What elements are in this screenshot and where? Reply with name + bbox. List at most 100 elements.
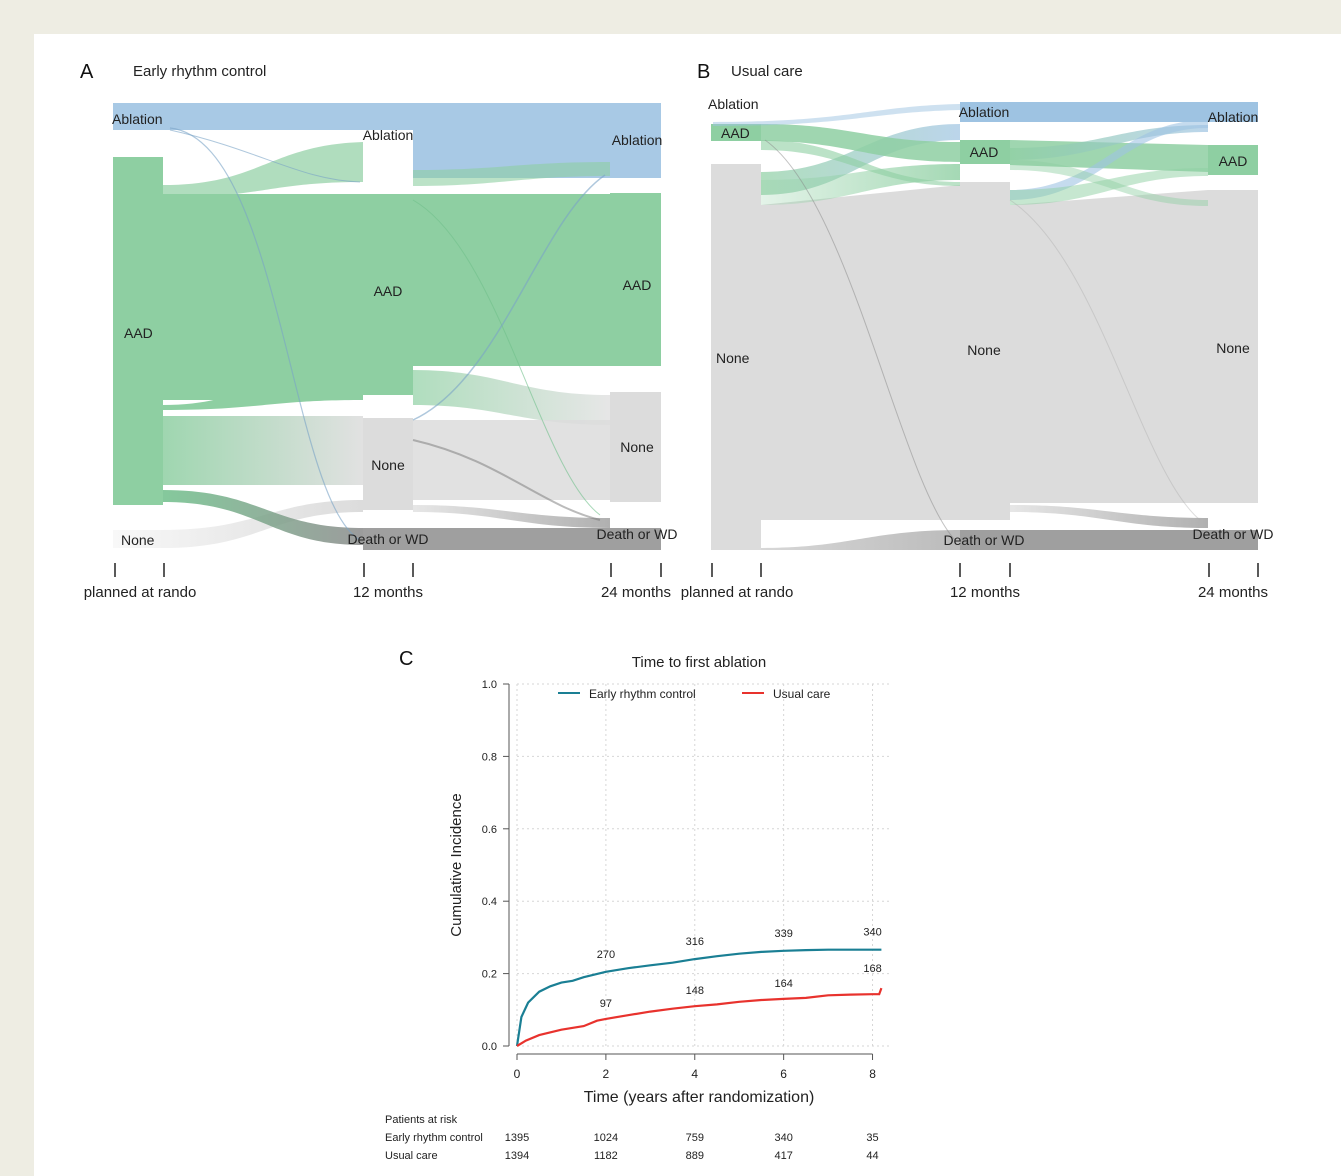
label-a-aad-0: AAD xyxy=(124,325,153,341)
label-b-death-12: Death or WD xyxy=(944,532,1025,548)
flow-a-aad-aad xyxy=(113,157,661,505)
risk-cell-0-4: 35 xyxy=(866,1132,878,1144)
sankey-b-ticks xyxy=(711,563,1259,577)
label-a-aad-24: AAD xyxy=(623,277,652,293)
flow-b-ablation-ablation-24 xyxy=(1010,102,1208,122)
label-a-none-0: None xyxy=(121,532,155,548)
tick-a-rando: planned at rando xyxy=(84,584,197,601)
label-b-aad-24: AAD xyxy=(1219,153,1248,169)
data-label-0-2: 339 xyxy=(774,928,792,940)
risk-cell-0-1: 1024 xyxy=(594,1132,618,1144)
node-b-aad-24 xyxy=(1208,145,1258,175)
risk-table-cells: 1395 1024 759 340 35 1394 1182 889 417 44 xyxy=(505,1132,879,1162)
line-panel-c: C Time to first ablation 0.0 0.2 0.4 0.6 0.8… xyxy=(399,648,890,1106)
flow-a-aad-none-24 xyxy=(413,370,610,425)
node-a-none-24 xyxy=(610,392,661,502)
series-line-1 xyxy=(516,987,883,1047)
xtick-label-1: 2 xyxy=(603,1067,610,1081)
label-a-none-24: None xyxy=(620,439,654,455)
legend-label-uc: Usual care xyxy=(773,687,831,701)
flow-a-thin-3 xyxy=(412,199,601,516)
flow-a-thin-2 xyxy=(169,129,361,183)
risk-cell-0-3: 340 xyxy=(774,1132,792,1144)
tick-a-12m: 12 months xyxy=(353,584,423,601)
data-label-0-0: 270 xyxy=(597,949,615,961)
risk-row-label-uc: Usual care xyxy=(385,1150,438,1162)
flow-b-none-ablation-24 xyxy=(1010,120,1208,200)
node-a-death xyxy=(363,528,661,550)
risk-cell-1-4: 44 xyxy=(866,1150,878,1162)
panel-b-title: Usual care xyxy=(731,63,803,80)
sankey-a-ticks xyxy=(114,563,662,577)
label-a-aad-12: AAD xyxy=(374,283,403,299)
xtick-label-4: 8 xyxy=(869,1067,876,1081)
data-label-0-1: 316 xyxy=(686,936,704,948)
flow-b-none-none-24 xyxy=(1010,190,1208,503)
tick-b-rando: planned at rando xyxy=(681,584,794,601)
label-a-ablation-24: Ablation xyxy=(612,132,663,148)
label-a-death-12: Death or WD xyxy=(348,531,429,547)
label-a-death-24: Death or WD xyxy=(597,526,678,542)
data-label-1-2: 164 xyxy=(774,978,792,990)
flow-b-aad-aad xyxy=(761,124,960,162)
chart-c-ylabel: Cumulative Incidence xyxy=(448,793,465,936)
flow-b-thin-2 xyxy=(1009,199,1201,521)
data-label-1-3: 168 xyxy=(863,963,881,975)
chart-c-plot-area: 0.0 0.2 0.4 0.6 0.8 1.0 0 2 4 6 8 270 316 339 340 97 148… xyxy=(482,679,890,1081)
flow-a-aad-aad-24 xyxy=(413,194,661,366)
tick-b-24m: 24 months xyxy=(1198,584,1268,601)
label-b-ablation-24: Ablation xyxy=(1208,109,1259,125)
data-label-1-1: 148 xyxy=(686,985,704,997)
xtick-label-2: 4 xyxy=(691,1067,698,1081)
node-b-aad-0 xyxy=(711,124,761,141)
label-a-ablation-0: Ablation xyxy=(112,111,163,127)
label-b-ablation-0: Ablation xyxy=(708,96,759,112)
node-b-none-12 xyxy=(960,182,1010,520)
panel-letter-b: B xyxy=(697,61,710,83)
label-b-death-24: Death or WD xyxy=(1193,526,1274,542)
flow-a-none-none-start xyxy=(113,500,363,548)
risk-cell-1-2: 889 xyxy=(686,1150,704,1162)
risk-cell-1-1: 1182 xyxy=(594,1150,618,1162)
node-b-none-24 xyxy=(1208,190,1258,503)
node-a-none-12 xyxy=(363,418,413,510)
ytick-label-3: 0.6 xyxy=(482,824,497,836)
flow-a-ablation-ablation xyxy=(113,103,661,178)
risk-cell-1-3: 417 xyxy=(774,1150,792,1162)
flow-a-aad-none xyxy=(163,416,363,485)
flow-a-none-death xyxy=(413,505,610,528)
flow-a-none-none xyxy=(413,420,610,500)
data-label-0-3: 340 xyxy=(863,927,881,939)
flow-a-thin-1 xyxy=(169,127,361,541)
ytick-label-1: 0.2 xyxy=(482,969,497,981)
node-b-death xyxy=(960,530,1258,550)
flow-a-aad-ablation xyxy=(163,142,363,198)
data-label-1-0: 97 xyxy=(600,998,612,1010)
label-b-aad-0: AAD xyxy=(721,125,750,141)
ytick-label-2: 0.4 xyxy=(482,896,497,908)
flow-b-none-death-24 xyxy=(1010,505,1208,528)
risk-cell-0-2: 759 xyxy=(686,1132,704,1144)
flow-b-ablation-ablation xyxy=(713,104,960,126)
series-line-0 xyxy=(515,948,882,1047)
chart-c-title: Time to first ablation xyxy=(632,654,767,671)
label-a-none-12: None xyxy=(371,457,405,473)
label-b-none-12: None xyxy=(967,342,1001,358)
flow-a-aad-ablation-2 xyxy=(413,162,610,186)
label-b-none-0: None xyxy=(716,350,750,366)
chart-c-legend: Early rhythm control Usual care xyxy=(558,687,831,701)
flow-a-aad-death xyxy=(163,490,363,545)
tick-b-12m: 12 months xyxy=(950,584,1020,601)
tick-a-24m: 24 months xyxy=(601,584,671,601)
label-b-ablation-12: Ablation xyxy=(959,104,1010,120)
sankey-panel-a: A Early rhythm control Ablation AAD N xyxy=(80,61,677,601)
label-a-ablation-12: Ablation xyxy=(363,127,414,143)
label-b-aad-12: AAD xyxy=(970,144,999,160)
xtick-label-0: 0 xyxy=(514,1067,521,1081)
risk-table: Patients at risk Early rhythm control Us… xyxy=(385,1114,879,1162)
risk-cell-0-0: 1395 xyxy=(505,1132,529,1144)
panel-letter-c: C xyxy=(399,648,413,670)
xtick-label-3: 6 xyxy=(780,1067,787,1081)
label-b-none-24: None xyxy=(1216,340,1250,356)
ytick-label-0: 0.0 xyxy=(482,1041,497,1053)
